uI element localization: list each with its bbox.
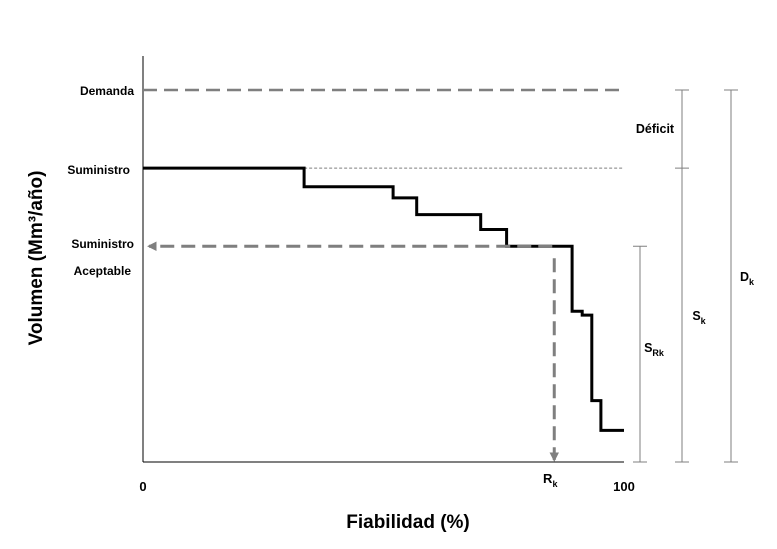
srk-label: SRk — [644, 341, 665, 358]
deficit-bracket: Déficit — [636, 89, 689, 169]
y-axis-title: Volumen (Mm³/año) — [26, 171, 47, 346]
x-axis-title: Fiabilidad (%) — [346, 512, 470, 533]
rk-label-sub: k — [552, 479, 558, 489]
deficit-label-main: Déficit — [636, 122, 675, 136]
srk-label-sub: Rk — [652, 348, 664, 358]
supply-curve — [143, 166, 624, 432]
sk-label-sub: k — [701, 316, 707, 326]
sk-label-main: S — [692, 309, 700, 323]
x-tick-label: 0 — [139, 479, 146, 494]
srk-bracket: SRk — [633, 245, 665, 463]
supply-label: Suministro — [67, 163, 130, 177]
dk-bracket: Dk — [724, 89, 755, 463]
rk-label: Rk — [543, 471, 558, 489]
sk-bracket: Sk — [675, 89, 707, 463]
dk-label: Dk — [740, 270, 755, 287]
acceptable-supply-label-line2: Aceptable — [74, 264, 132, 278]
srk-label-main: S — [644, 341, 652, 355]
acceptable-supply-label-line1: Suministro — [71, 237, 134, 251]
dk-label-sub: k — [749, 277, 755, 287]
rk-label-main: R — [543, 471, 553, 486]
sk-label: Sk — [692, 309, 706, 326]
deficit-label: Déficit — [636, 122, 675, 136]
x-tick-label: 100 — [613, 479, 635, 494]
dk-label-main: D — [740, 270, 749, 284]
demand-label: Demanda — [80, 84, 134, 98]
